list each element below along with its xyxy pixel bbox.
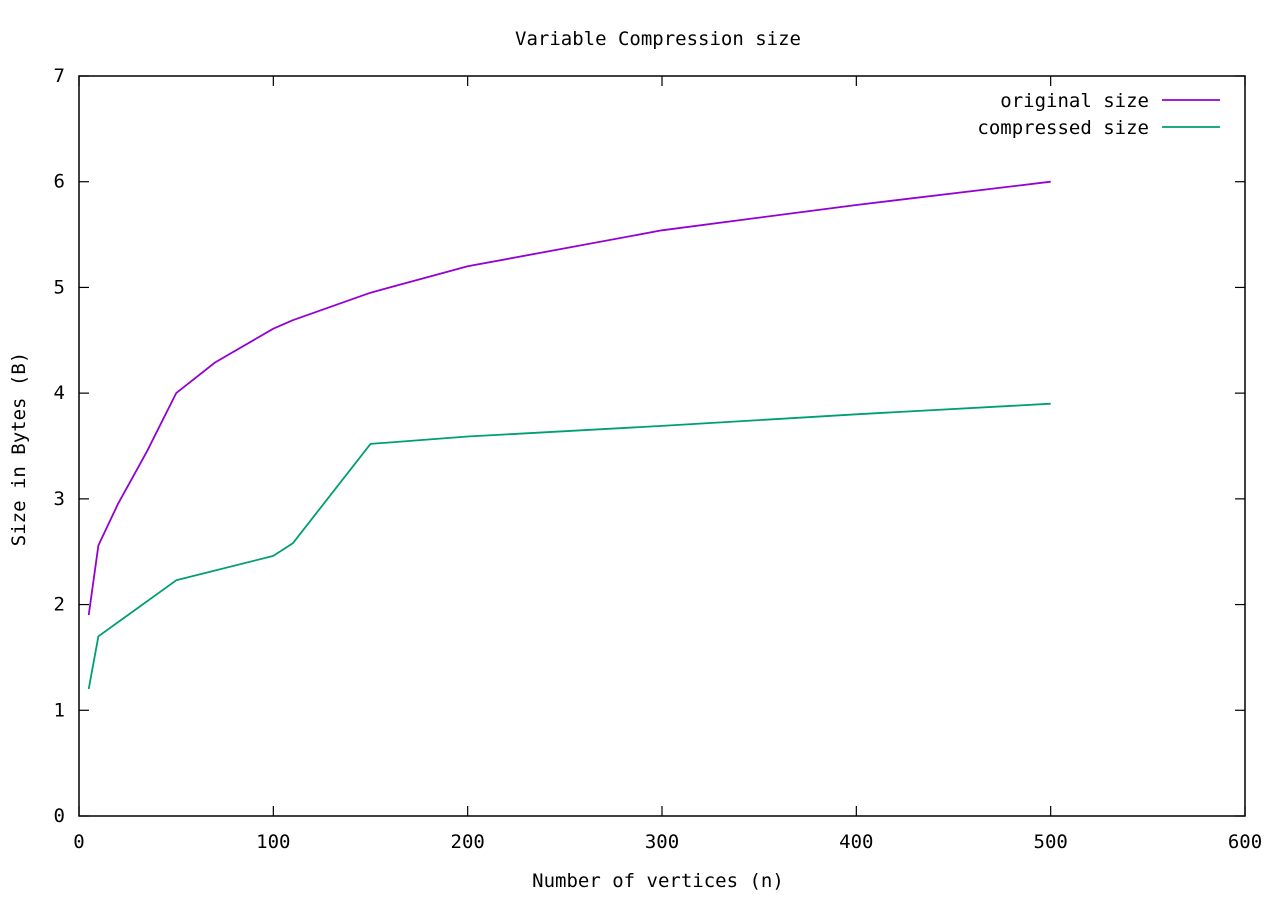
x-tick-label: 0 — [73, 831, 84, 853]
y-tick-label: 0 — [54, 805, 65, 827]
x-tick-label: 300 — [645, 831, 679, 853]
x-tick-label: 600 — [1228, 831, 1262, 853]
legend-label: compressed size — [977, 117, 1149, 139]
x-axis-label: Number of vertices (n) — [532, 870, 784, 892]
x-tick-label: 200 — [451, 831, 485, 853]
y-tick-label: 4 — [54, 382, 65, 404]
y-tick-label: 7 — [54, 65, 65, 87]
y-tick-label: 2 — [54, 594, 65, 616]
chart-title: Variable Compression size — [515, 28, 801, 50]
y-tick-label: 5 — [54, 276, 65, 298]
x-tick-label: 500 — [1034, 831, 1068, 853]
y-tick-label: 6 — [54, 171, 65, 193]
y-tick-label: 3 — [54, 488, 65, 510]
series-line-2 — [87, 402, 1051, 690]
y-tick-label: 1 — [54, 699, 65, 721]
legend: original size compressed size — [977, 90, 1220, 139]
series-group — [87, 180, 1051, 690]
axes: 0 100 200 300 400 500 600 0 1 2 3 4 5 6 7 — [54, 65, 1263, 853]
series-line-1 — [87, 180, 1051, 616]
plot-frame — [78, 75, 1246, 817]
x-tick-label: 400 — [839, 831, 873, 853]
y-axis-label: Size in Bytes (B) — [8, 352, 30, 546]
legend-label: original size — [1000, 90, 1149, 112]
x-tick-label: 100 — [256, 831, 290, 853]
